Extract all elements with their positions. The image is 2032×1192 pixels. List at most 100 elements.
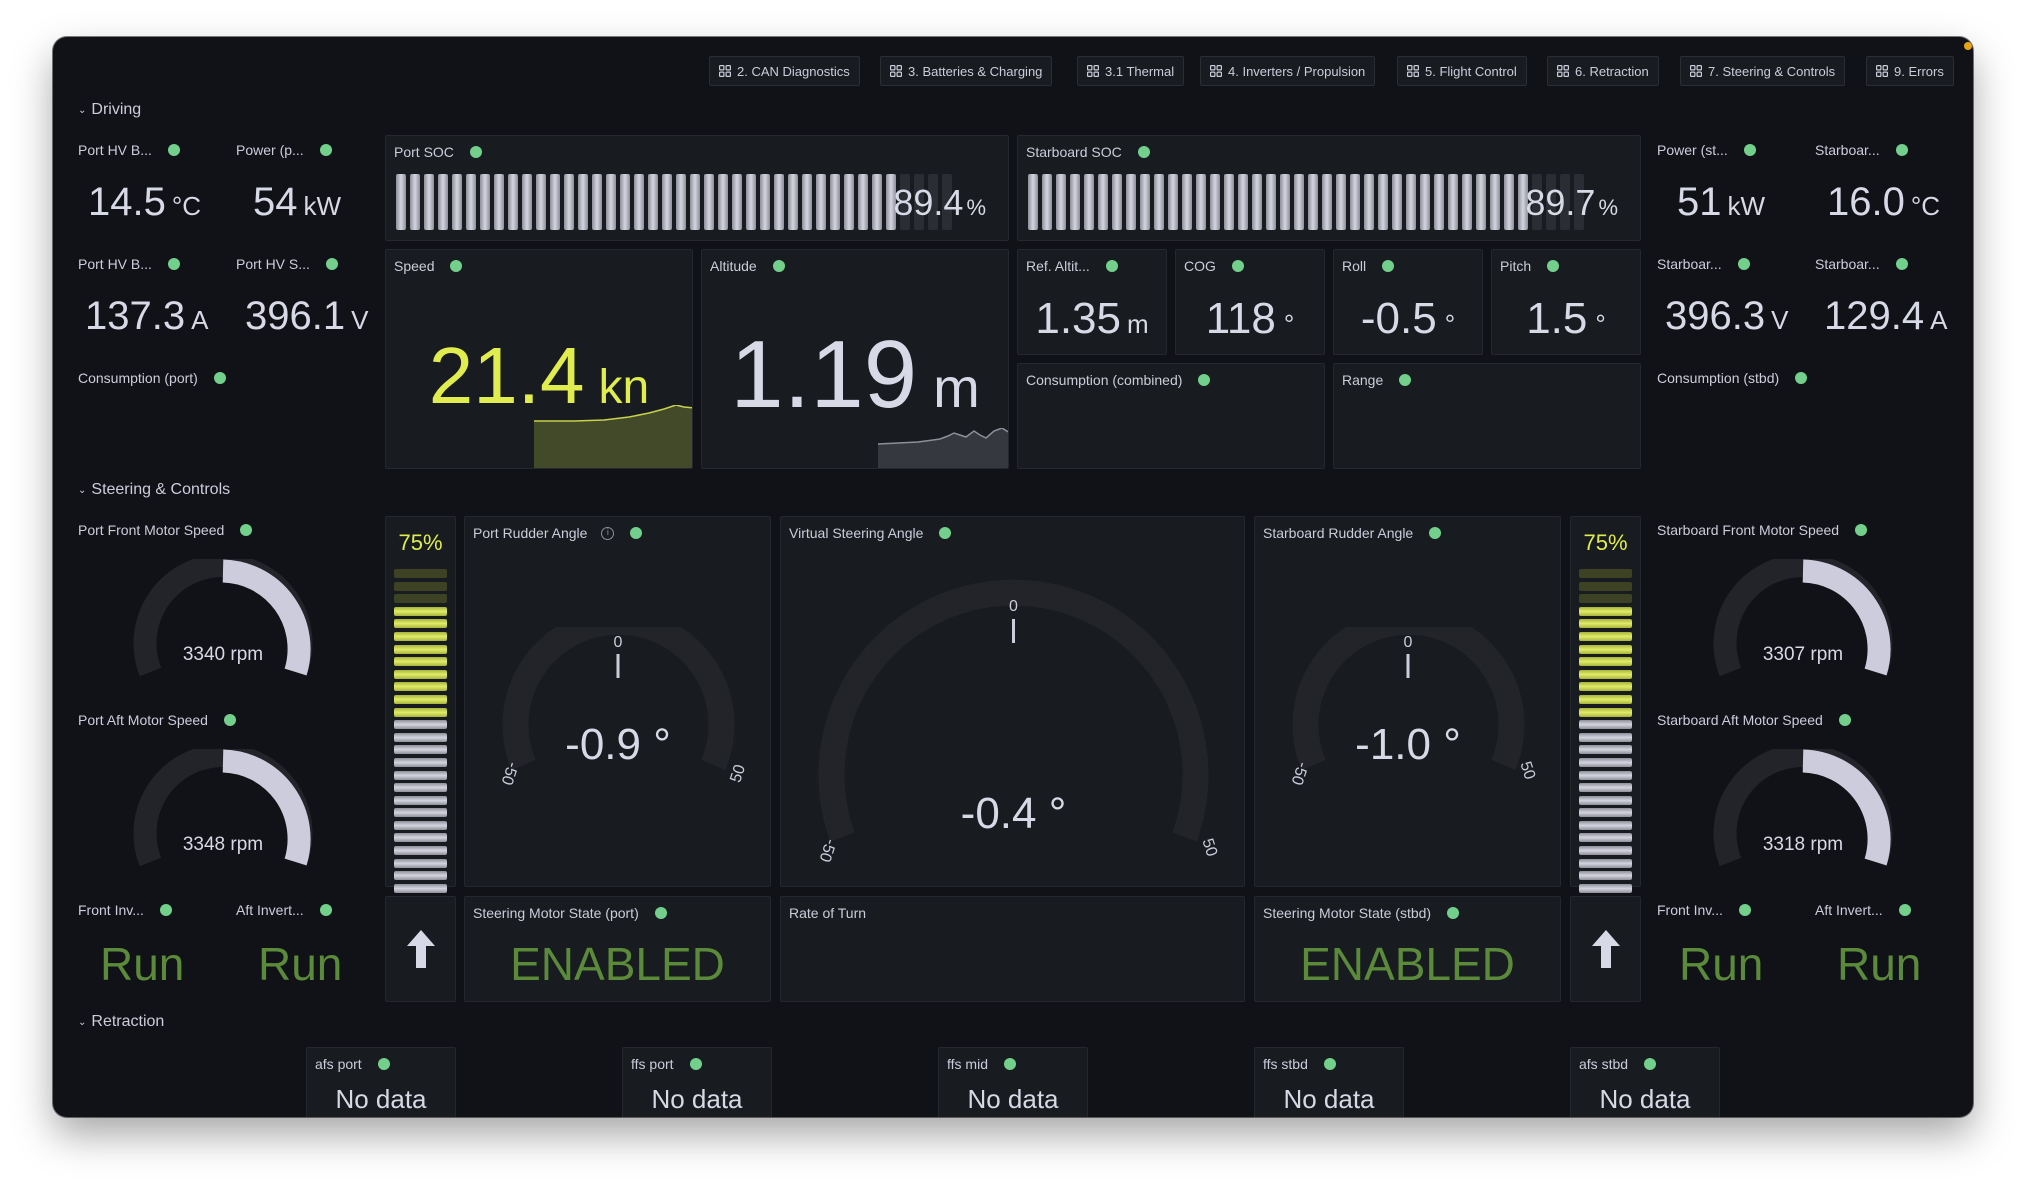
bar-segment xyxy=(592,174,602,230)
bar-segment xyxy=(1579,858,1632,868)
link-label: 9. Errors xyxy=(1894,63,1944,79)
svg-text:0: 0 xyxy=(614,634,623,651)
panel-title: afs stbd xyxy=(1579,1056,1657,1072)
bar-segment xyxy=(1560,174,1570,230)
dashboard-grid-icon xyxy=(1690,65,1702,77)
link-thermal[interactable]: 3.1 Thermal xyxy=(1077,56,1185,86)
panel-cog: COG 118 ° xyxy=(1175,249,1325,355)
panel-title: Virtual Steering Angle xyxy=(789,525,952,541)
panel-starboard-soc: Starboard SOC 89.7% xyxy=(1017,135,1641,241)
virtual-steering-gauge: 0 -50 50 -0.4 ° xyxy=(816,579,1220,864)
bar-segment xyxy=(1210,174,1220,230)
chevron-down-icon: ⌄ xyxy=(78,104,87,116)
dashboard-grid-icon xyxy=(1407,65,1419,77)
status-ok-icon xyxy=(1003,1058,1016,1070)
link-can-diagnostics[interactable]: 2. CAN Diagnostics xyxy=(709,56,860,86)
info-icon[interactable]: i xyxy=(601,526,615,540)
link-errors[interactable]: 9. Errors xyxy=(1866,56,1954,86)
bar-segment xyxy=(480,174,490,230)
no-data-text: No data xyxy=(967,1084,1059,1114)
link-retraction[interactable]: 6. Retraction xyxy=(1547,56,1659,86)
panel-title: Starboard SOC xyxy=(1026,144,1150,160)
svg-text:3307 rpm: 3307 rpm xyxy=(1763,644,1843,665)
panel-consumption-combined: Consumption (combined) xyxy=(1017,363,1325,469)
bar-segment xyxy=(648,174,658,230)
bar-segment xyxy=(1579,707,1632,717)
no-data-text: No data xyxy=(335,1084,427,1114)
bar-segment xyxy=(928,174,938,230)
bar-segment xyxy=(1196,174,1206,230)
link-label: 4. Inverters / Propulsion xyxy=(1228,63,1366,79)
bar-segment xyxy=(1579,720,1632,730)
status-ok-icon xyxy=(223,714,236,726)
bar-segment xyxy=(1084,174,1094,230)
panel-speed: Speed 21.4 kn xyxy=(385,249,693,469)
speed-value: 21.4 kn xyxy=(428,331,650,420)
link-batteries-charging[interactable]: 3. Batteries & Charging xyxy=(880,56,1053,86)
panel-title: Speed xyxy=(394,258,463,274)
chevron-down-icon: ⌄ xyxy=(78,484,87,496)
gauge-title: Port Front Motor Speed xyxy=(78,522,253,538)
port-front-inverter-state: Run xyxy=(100,938,185,990)
link-steering-controls[interactable]: 7. Steering & Controls xyxy=(1680,56,1846,86)
bar-segment xyxy=(1579,644,1632,654)
row-header-retraction[interactable]: ⌄ Retraction xyxy=(78,1013,164,1031)
panel-afs-port: afs port No data xyxy=(306,1047,456,1117)
bar-segment xyxy=(1490,174,1500,230)
status-ok-icon xyxy=(1447,907,1460,919)
bar-segment xyxy=(394,795,447,805)
bar-segment xyxy=(704,174,714,230)
speed-sparkline xyxy=(534,405,692,468)
panel-title: Range xyxy=(1342,372,1412,388)
stat-port-hv-voltage: 396.1 V xyxy=(245,294,369,338)
bar-segment xyxy=(1028,174,1038,230)
bar-segment xyxy=(1579,757,1632,767)
dashboard-grid-icon xyxy=(1210,65,1222,77)
panel-title: Port Rudder Angle i xyxy=(473,525,643,541)
bar-segment xyxy=(394,732,447,742)
link-label: 3.1 Thermal xyxy=(1105,63,1175,79)
bar-segment xyxy=(1448,174,1458,230)
panel-title: ffs port xyxy=(631,1056,702,1072)
bar-segment xyxy=(494,174,504,230)
stat-title: Starboar... xyxy=(1657,256,1750,272)
bar-segment xyxy=(424,174,434,230)
status-ok-icon xyxy=(1231,260,1244,272)
link-flight-control[interactable]: 5. Flight Control xyxy=(1397,56,1527,86)
status-ok-icon xyxy=(325,258,338,270)
link-inverters-propulsion[interactable]: 4. Inverters / Propulsion xyxy=(1200,56,1376,86)
row-header-driving[interactable]: ⌄ Driving xyxy=(78,101,141,119)
status-ok-icon xyxy=(939,527,952,539)
panel-steering-motor-stbd: Steering Motor State (stbd) ENABLED xyxy=(1254,896,1561,1002)
panel-port-bar-gauge: 75% xyxy=(385,516,456,893)
row-header-steering[interactable]: ⌄ Steering & Controls xyxy=(78,481,230,499)
svg-text:50: 50 xyxy=(1516,760,1538,782)
bar-segment xyxy=(1308,174,1318,230)
bar-segment xyxy=(1546,174,1556,230)
status-ok-icon xyxy=(450,260,463,272)
bar-segment xyxy=(394,871,447,881)
no-data-text: No data xyxy=(1599,1084,1691,1114)
bar-segment xyxy=(1476,174,1486,230)
bar-segment xyxy=(466,174,476,230)
panel-title: Roll xyxy=(1342,258,1395,274)
row-title: Steering & Controls xyxy=(91,481,231,498)
port-aft-inverter-state: Run xyxy=(258,938,343,990)
panel-title: Altitude xyxy=(710,258,785,274)
bar-segment xyxy=(1294,174,1304,230)
gauge-title: Starboard Aft Motor Speed xyxy=(1657,712,1851,728)
stat-title: Starboar... xyxy=(1815,142,1908,158)
status-ok-icon xyxy=(630,527,643,539)
bar-segment xyxy=(676,174,686,230)
consumption-port-title: Consumption (port) xyxy=(78,370,226,386)
status-ok-icon xyxy=(1898,904,1911,916)
status-ok-icon xyxy=(1737,258,1750,270)
bar-segment xyxy=(394,569,447,578)
bar-segment xyxy=(1579,606,1632,616)
bar-segment xyxy=(1126,174,1136,230)
bar-segment xyxy=(564,174,574,230)
bar-segment xyxy=(394,707,447,717)
bar-segment xyxy=(942,174,952,230)
stbd-rudder-gauge: 0 -50 50 -1.0 ° xyxy=(1288,627,1538,787)
bar-segment xyxy=(1154,174,1164,230)
